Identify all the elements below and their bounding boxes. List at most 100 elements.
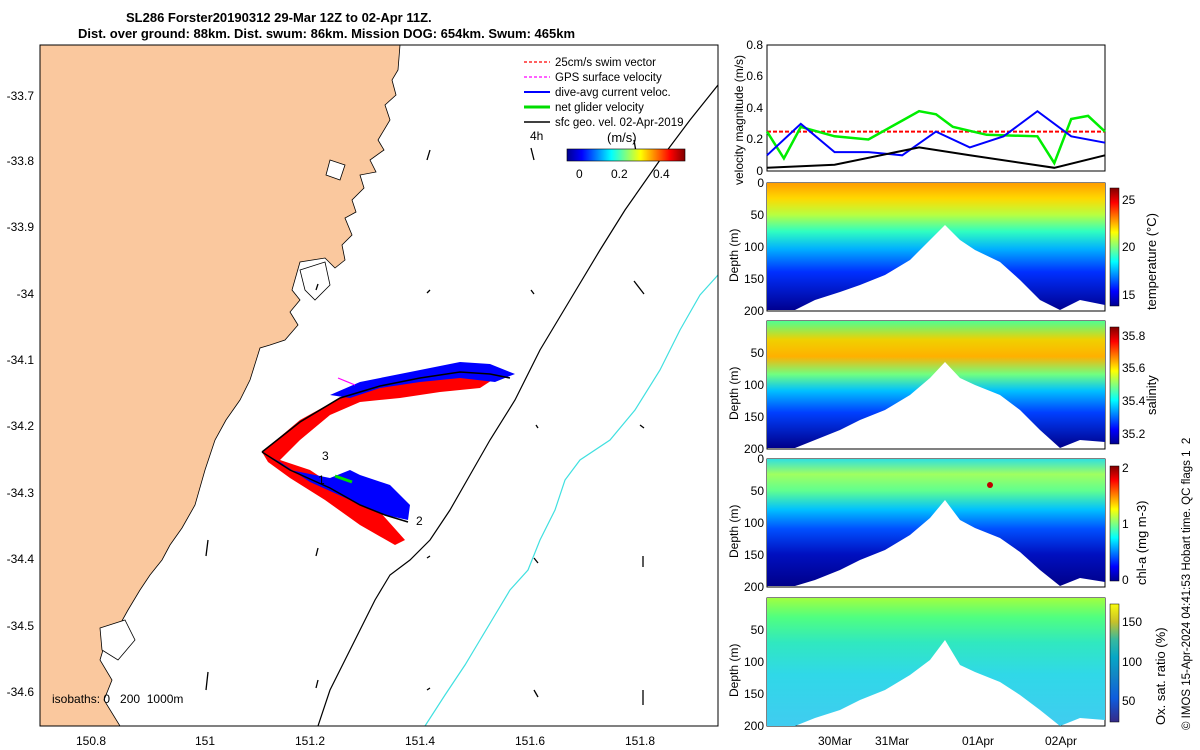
- geo-arrow: [530, 147, 535, 161]
- colorbar-label: chl-a (mg m-3): [1134, 500, 1149, 585]
- colorbar-unit: (m/s): [607, 130, 637, 145]
- geo-arrow: [426, 687, 431, 691]
- colorbar-tick: 0: [1122, 573, 1129, 587]
- y-tick: -33.9: [7, 220, 35, 234]
- legend-entry: dive-avg current veloc.: [555, 87, 671, 99]
- section-colorbar: [1109, 603, 1120, 723]
- section-y-tick: 150: [744, 548, 764, 562]
- isobath-1000m: [424, 274, 718, 726]
- salinity-section: [767, 321, 1105, 448]
- map-lake: [99, 619, 136, 661]
- section-y-tick: 150: [744, 272, 764, 286]
- section-y-tick: 200: [744, 719, 764, 733]
- velocity-y-tick: 0: [756, 164, 763, 178]
- y-tick: -34.1: [7, 353, 35, 367]
- copyright-text: © IMOS 15-Apr-2024 04:41:53 Hobart time.…: [1181, 438, 1193, 730]
- velocity-series-line: [766, 146, 1106, 169]
- oxygen-section: [767, 598, 1105, 726]
- geo-arrow: [205, 539, 209, 557]
- y-tick: -34: [17, 287, 35, 301]
- track-label: 3: [322, 449, 329, 463]
- geo-velocity-arrows: [205, 139, 645, 705]
- x-tick: 151: [195, 734, 215, 748]
- temperature-panel: 0 50 100 150 200 Depth (m) 15 20 25 temp…: [727, 176, 1159, 318]
- colorbar-label: salinity: [1144, 375, 1159, 415]
- colorbar-tick: 35.6: [1122, 361, 1146, 375]
- track-label: 2: [416, 514, 423, 528]
- colorbar-tick: 25: [1122, 193, 1136, 207]
- geo-arrow: [315, 547, 319, 557]
- section-y-tick: 0: [757, 452, 764, 466]
- chlorophyll-panel: 0 50 100 150 200 Depth (m) 0 1 2 chl-a (…: [727, 452, 1149, 594]
- section-y-tick: 50: [751, 346, 765, 360]
- section-y-tick: 200: [744, 580, 764, 594]
- y-tick: -33.8: [7, 154, 35, 168]
- geo-arrow: [535, 424, 539, 429]
- colorbar-tick: 20: [1122, 240, 1136, 254]
- colorbar-tick: 0.4: [653, 167, 670, 181]
- track-line: [261, 371, 511, 453]
- velocity-y-label: velocity magnitude (m/s): [732, 55, 746, 185]
- geo-arrow: [533, 557, 539, 564]
- geo-arrow: [530, 289, 535, 295]
- figure-title-line2: Dist. over ground: 88km. Dist. swum: 86k…: [78, 26, 575, 41]
- legend-entry: net glider velocity: [555, 102, 644, 114]
- colorbar-tick: 2: [1122, 461, 1129, 475]
- geo-arrow: [315, 679, 319, 689]
- colorbar-label: temperature (°C): [1144, 213, 1159, 310]
- y-tick: -34.2: [7, 419, 35, 433]
- salinity-panel: 50 100 150 200 Depth (m) 35.2 35.4 35.6 …: [727, 320, 1159, 456]
- chlorophyll-section: [767, 459, 1105, 586]
- colorbar-tick: 35.8: [1122, 329, 1146, 343]
- velocity-panel: 0 0.2 0.4 0.6 0.8 velocity magnitude (m/…: [732, 38, 1106, 185]
- section-y-tick: 100: [744, 378, 764, 392]
- colorbar-label: Ox. sat. ratio (%): [1153, 627, 1168, 725]
- velocity-y-tick: 0.4: [746, 101, 763, 115]
- x-tick: 150.8: [76, 734, 106, 748]
- section-y-label: Depth (m): [727, 644, 741, 697]
- map-frame: [39, 44, 719, 727]
- colorbar-tick: 0.2: [611, 167, 628, 181]
- x-tick: 151.6: [515, 734, 545, 748]
- map-panel: 1 2 3: [7, 44, 719, 748]
- isobaths-label: isobaths: 0 200 1000m: [52, 692, 183, 706]
- track-label: 1: [318, 473, 325, 487]
- y-tick: -34.3: [7, 486, 35, 500]
- section-y-label: Depth (m): [727, 367, 741, 420]
- section-y-tick: 100: [744, 655, 764, 669]
- velocity-series-group: [765, 109, 1106, 169]
- section-y-tick: 100: [744, 516, 764, 530]
- velocity-series-line: [766, 109, 1106, 157]
- swim-vectors-red: [262, 372, 500, 545]
- figure-title-line1: SL286 Forster20190312 29-Mar 12Z to 02-A…: [126, 10, 432, 25]
- section-y-tick: 50: [751, 208, 765, 222]
- section-y-tick: 200: [744, 304, 764, 318]
- y-tick: -34.5: [7, 619, 35, 633]
- current-vectors-blue: [262, 362, 515, 520]
- x-tick: 01Apr: [962, 734, 994, 748]
- x-tick: 02Apr: [1045, 734, 1077, 748]
- legend-entry: GPS surface velocity: [555, 72, 662, 84]
- section-y-tick: 150: [744, 410, 764, 424]
- gps-velocity-arrow: [337, 377, 356, 386]
- oxygen-panel: 50 100 150 200 Depth (m) 50 100 150 Ox. …: [727, 597, 1168, 748]
- glider-track: [261, 362, 515, 545]
- geo-arrow: [633, 280, 645, 295]
- section-colorbar: [1109, 326, 1120, 445]
- section-y-tick: 200: [744, 442, 764, 456]
- x-tick: 30Mar: [818, 734, 852, 748]
- colorbar-tick: 35.2: [1122, 427, 1146, 441]
- y-tick: -33.7: [7, 89, 35, 103]
- net-velocity-arrow: [334, 474, 353, 484]
- section-y-tick: 150: [744, 687, 764, 701]
- map-lake: [299, 261, 331, 301]
- section-y-tick: 50: [751, 623, 765, 637]
- colorbar-tick: 35.4: [1122, 394, 1146, 408]
- track-line: [261, 451, 409, 523]
- chlorophyll-max-point: [987, 482, 993, 488]
- colorbar-tick: 1: [1122, 517, 1129, 531]
- x-tick: 31Mar: [875, 734, 909, 748]
- section-colorbar: [1109, 187, 1120, 307]
- isobath-200m: [317, 84, 718, 726]
